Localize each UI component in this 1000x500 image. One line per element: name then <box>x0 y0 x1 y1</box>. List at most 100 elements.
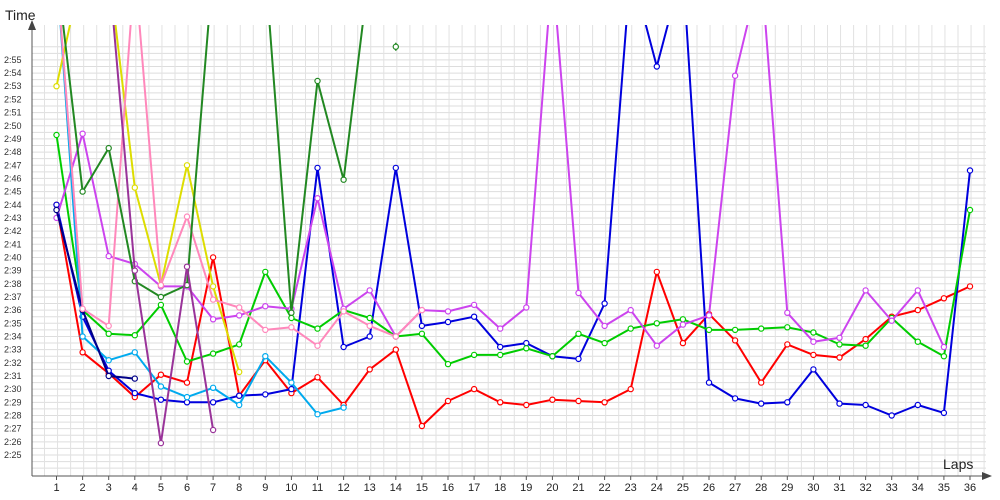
data-point <box>679 316 687 323</box>
x-tick-label: 29 <box>781 482 793 494</box>
data-point <box>784 399 791 406</box>
y-tick-label: 2:29 <box>4 397 22 407</box>
data-point <box>209 254 217 261</box>
y-tick-label: 2:47 <box>4 160 22 170</box>
data-point <box>940 409 948 417</box>
data-point <box>575 330 582 337</box>
x-tick-label: 23 <box>625 482 637 494</box>
data-point <box>105 357 112 364</box>
y-tick-label: 2:52 <box>4 94 22 104</box>
x-tick-label: 22 <box>598 482 610 494</box>
y-tick-label: 2:42 <box>4 226 22 236</box>
y-tick-label: 2:48 <box>4 147 22 157</box>
data-point <box>914 338 922 345</box>
y-axis-title: Time <box>5 7 36 23</box>
y-tick-label: 2:43 <box>4 213 22 223</box>
data-point <box>810 329 817 336</box>
x-tick-label: 36 <box>964 482 976 494</box>
x-tick-label: 6 <box>184 482 190 494</box>
data-point <box>105 252 112 260</box>
y-tick-label: 2:27 <box>4 424 22 434</box>
data-point <box>340 176 347 183</box>
y-axis-arrow <box>28 20 36 30</box>
data-point <box>444 308 452 315</box>
x-tick-label: 25 <box>677 482 689 494</box>
data-point <box>392 346 399 353</box>
data-point <box>314 374 321 381</box>
x-tick-label: 9 <box>262 482 268 494</box>
data-point <box>523 304 530 311</box>
data-point <box>366 333 373 340</box>
data-point <box>523 401 530 409</box>
data-point <box>836 334 843 341</box>
x-tick-label: 18 <box>494 482 506 494</box>
data-point <box>940 343 948 351</box>
data-point <box>366 366 373 373</box>
data-point <box>340 404 347 411</box>
data-point <box>444 397 452 405</box>
data-point <box>262 391 269 398</box>
y-tick-label: 2:31 <box>4 371 22 381</box>
data-point <box>235 401 243 409</box>
series-line <box>55 134 971 366</box>
data-point <box>235 392 243 399</box>
x-tick-label: 7 <box>210 482 216 494</box>
x-tick-label: 1 <box>53 482 59 494</box>
data-point <box>601 322 608 330</box>
data-point <box>731 395 739 402</box>
data-point <box>862 287 869 294</box>
x-tick-label: 16 <box>442 482 454 494</box>
series-10 <box>112 25 217 447</box>
data-point <box>53 131 60 139</box>
series-line <box>59 25 423 347</box>
y-tick-label: 2:51 <box>4 108 22 118</box>
series-5 <box>59 25 347 418</box>
data-point <box>262 326 269 334</box>
y-tick-label: 2:35 <box>4 318 22 328</box>
data-point <box>235 368 243 376</box>
data-point <box>601 399 608 406</box>
x-tick-label: 26 <box>703 482 715 494</box>
data-point <box>758 400 765 407</box>
data-point <box>183 379 191 386</box>
data-point <box>653 63 661 70</box>
data-point <box>288 379 295 386</box>
data-point <box>705 312 713 319</box>
data-point <box>366 322 373 330</box>
data-point <box>157 293 165 301</box>
data-point <box>314 411 321 418</box>
data-point <box>262 303 269 310</box>
y-tick-label: 2:38 <box>4 279 22 289</box>
data-point <box>601 339 608 347</box>
data-point <box>183 213 191 220</box>
data-point <box>131 184 138 191</box>
data-point <box>470 301 478 309</box>
data-point <box>836 400 843 407</box>
data-point <box>392 333 399 340</box>
data-point <box>314 342 321 349</box>
data-point <box>157 396 165 403</box>
data-point <box>262 268 269 276</box>
grid-lines <box>32 25 986 476</box>
data-point <box>392 164 399 172</box>
data-point <box>836 354 843 361</box>
data-point <box>758 325 765 332</box>
data-point <box>627 306 634 314</box>
data-point <box>105 144 112 152</box>
data-point <box>497 399 504 406</box>
data-point <box>888 412 895 419</box>
x-axis-title: Laps <box>943 456 973 472</box>
data-point <box>288 314 295 322</box>
data-point <box>53 206 60 214</box>
y-tick-label: 2:46 <box>4 173 22 183</box>
data-point <box>79 188 86 195</box>
data-point <box>131 349 138 356</box>
x-tick-label: 33 <box>886 482 898 494</box>
x-tick-label: 14 <box>390 482 402 494</box>
data-point <box>653 320 661 327</box>
data-point <box>731 326 739 334</box>
data-point <box>444 318 452 326</box>
data-point <box>183 393 191 401</box>
data-point <box>575 289 582 297</box>
data-point <box>314 164 321 172</box>
